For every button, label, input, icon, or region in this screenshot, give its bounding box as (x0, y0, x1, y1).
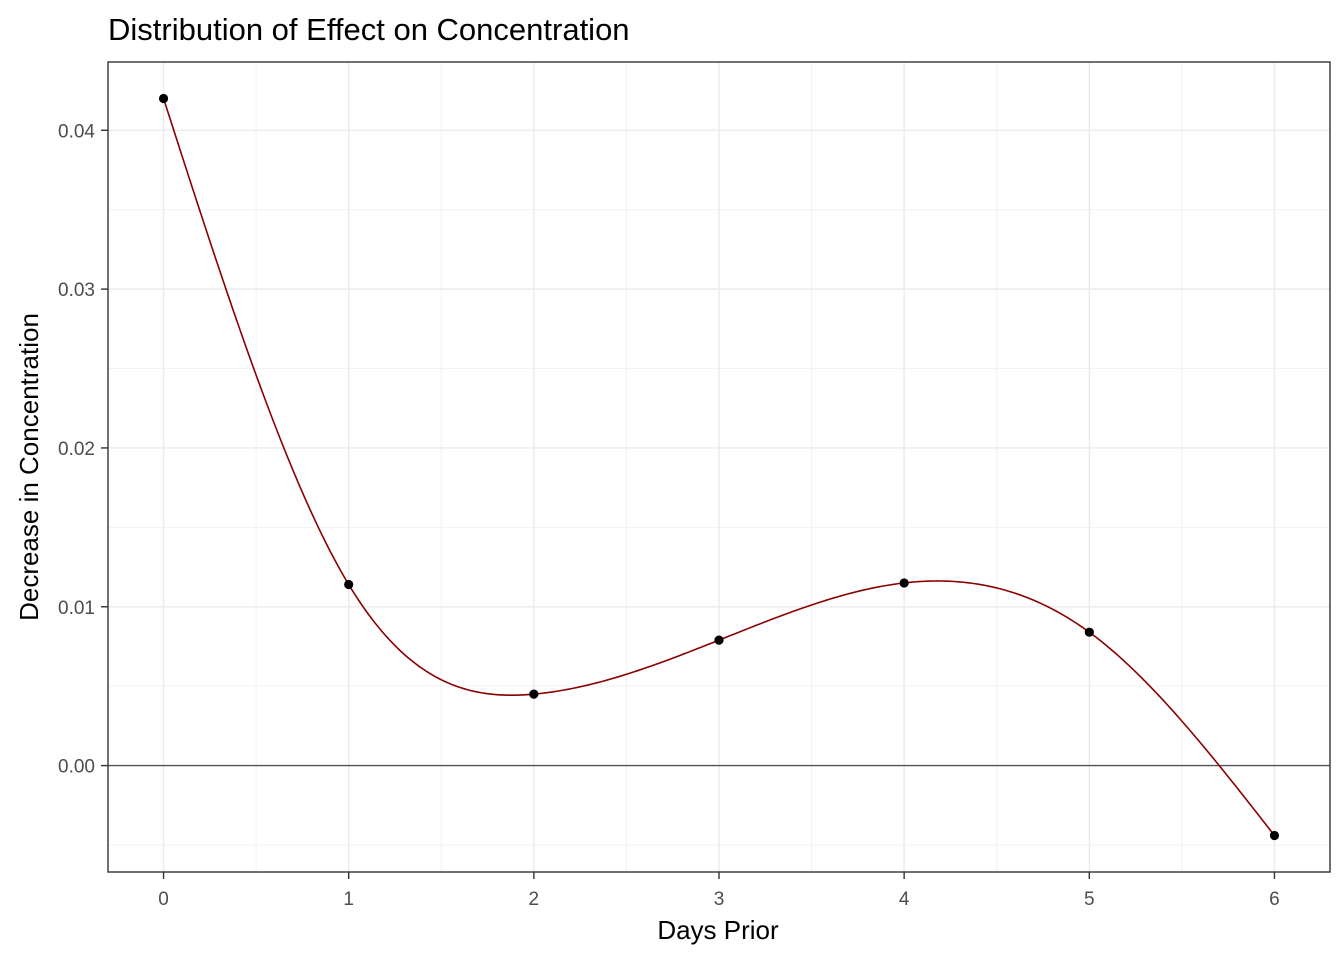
data-point (1084, 627, 1094, 637)
data-point (714, 635, 724, 645)
x-tick-label: 6 (1269, 889, 1280, 910)
data-point (158, 93, 169, 104)
x-axis-ticks: 0 1 2 3 4 5 6 (158, 872, 1280, 910)
y-tick-label: 0.02 (58, 439, 95, 460)
x-tick-label: 4 (899, 889, 910, 910)
data-point (529, 689, 539, 699)
x-axis-title: Days Prior (657, 915, 779, 945)
data-point (1269, 830, 1280, 841)
chart-title: Distribution of Effect on Concentration (108, 12, 630, 47)
y-tick-label: 0.00 (58, 757, 95, 778)
y-axis-ticks: 0.00 0.01 0.02 0.03 0.04 (58, 121, 108, 778)
y-tick-label: 0.04 (58, 121, 95, 142)
data-point (899, 578, 909, 588)
y-axis-title: Decrease in Concentration (14, 313, 44, 621)
x-tick-label: 2 (529, 889, 540, 910)
data-point (344, 579, 354, 590)
x-tick-label: 0 (158, 889, 169, 910)
x-tick-label: 3 (714, 889, 725, 910)
series-points (158, 93, 1280, 841)
x-tick-label: 1 (343, 889, 354, 910)
x-tick-label: 5 (1084, 889, 1095, 910)
y-tick-label: 0.03 (58, 280, 95, 301)
y-tick-label: 0.01 (58, 598, 95, 619)
